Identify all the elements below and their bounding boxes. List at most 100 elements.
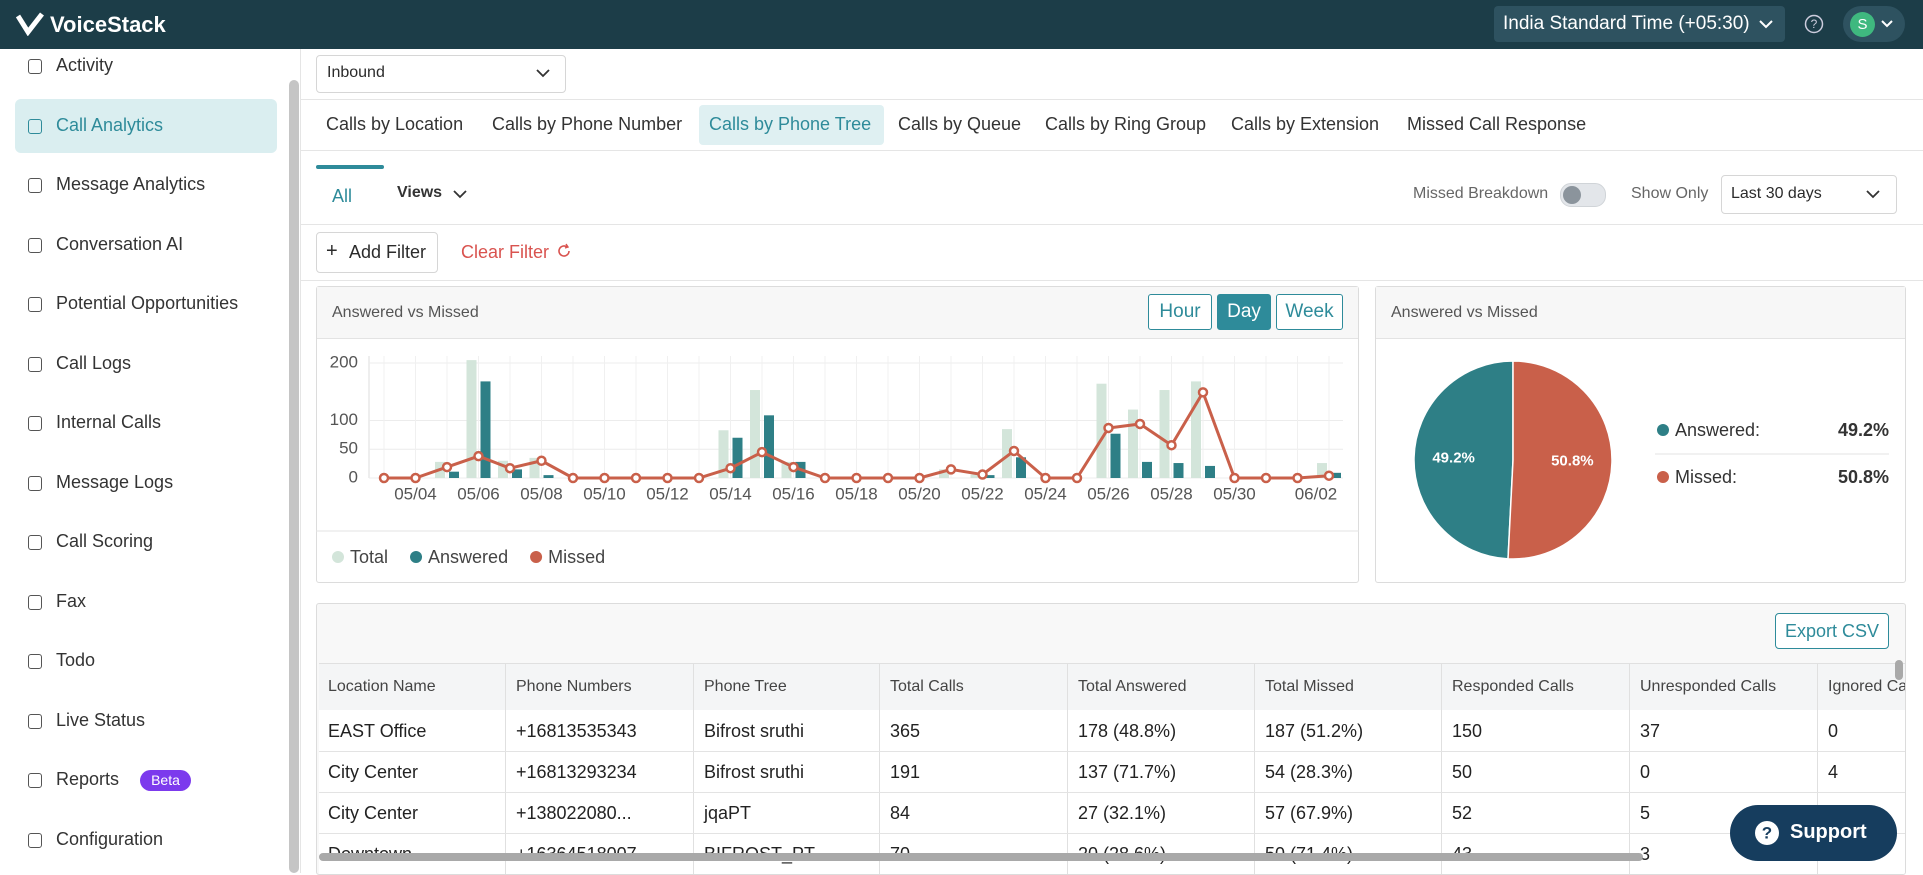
- table-cell: 27 (32.1%): [1078, 803, 1167, 823]
- table-cell: City Center: [328, 762, 419, 782]
- add-filter-button[interactable]: [316, 232, 438, 273]
- y-tick-label: 0: [349, 467, 358, 486]
- point: [1260, 472, 1272, 484]
- nav-item[interactable]: Internal Calls: [56, 412, 162, 432]
- divider: [300, 99, 1923, 100]
- bar: [1159, 390, 1170, 478]
- bar: [732, 437, 743, 478]
- pie-slice: [1507, 360, 1613, 560]
- point: [599, 472, 610, 484]
- tab[interactable]: Calls by Location: [326, 114, 464, 134]
- nav-item[interactable]: Call Scoring: [56, 531, 154, 551]
- bar: [1317, 463, 1327, 478]
- x-tick-label: 05/14: [709, 484, 752, 503]
- nav-item[interactable]: Fax: [56, 590, 87, 611]
- chevron: [453, 190, 467, 199]
- table-cell: 37: [1640, 721, 1661, 741]
- refresh-icon: [558, 243, 570, 257]
- legend-value: 50.8%: [1838, 467, 1889, 487]
- x-tick-label: 05/28: [1150, 484, 1193, 503]
- tab[interactable]: Calls by Extension: [1231, 114, 1380, 134]
- v-scrollbar: [1895, 660, 1903, 680]
- tab[interactable]: Calls by Queue: [898, 114, 1022, 134]
- avatar: S: [1850, 12, 1875, 37]
- nav-item[interactable]: Conversation AI: [56, 233, 184, 254]
- bar: [1128, 409, 1138, 478]
- help-icon[interactable]: ?: [1803, 13, 1825, 35]
- tab[interactable]: Calls by Ring Group: [1045, 114, 1207, 134]
- nav-item[interactable]: Configuration: [56, 828, 164, 849]
- point: [1323, 470, 1335, 481]
- nav-item[interactable]: Potential Opportunities: [56, 293, 239, 313]
- timezone: India Standard Time (+05:30): [1503, 13, 1750, 34]
- tab[interactable]: Calls by Phone Tree: [709, 114, 872, 134]
- nav-icon: [28, 297, 42, 312]
- pie-slice: [1413, 360, 1514, 560]
- nav-item[interactable]: Activity: [56, 55, 114, 75]
- bar: [1002, 429, 1012, 478]
- views-menu[interactable]: Views: [397, 184, 443, 201]
- legend-marker: [1657, 424, 1669, 436]
- point: [1229, 472, 1240, 484]
- active-item-bg: [15, 98, 277, 153]
- nav-item[interactable]: Call Logs: [56, 352, 132, 373]
- point: [788, 461, 799, 473]
- nav-icon: [28, 535, 42, 550]
- direction-select[interactable]: [316, 55, 566, 93]
- clear-filter[interactable]: Clear Filter: [461, 242, 550, 262]
- nav-item[interactable]: Message Logs: [56, 471, 174, 492]
- table-cell: EAST Office: [328, 721, 427, 741]
- table-cell: City Center: [328, 803, 419, 823]
- export-csv[interactable]: Export CSV: [1775, 613, 1889, 649]
- nav-item[interactable]: Live Status: [56, 709, 146, 730]
- y-tick-label: 200: [330, 352, 358, 371]
- x-tick-label: 05/20: [898, 484, 941, 503]
- point: [1103, 422, 1114, 434]
- bar: [1096, 383, 1107, 478]
- all-tab[interactable]: All: [332, 186, 353, 206]
- interval-button[interactable]: Day: [1217, 294, 1271, 330]
- point: [851, 472, 862, 484]
- x-tick-label: 06/02: [1295, 484, 1338, 503]
- row-divider: [319, 833, 1905, 834]
- legend-label: Missed:: [1675, 467, 1737, 487]
- divider: [300, 280, 1923, 281]
- tab[interactable]: Calls by Phone Number: [492, 114, 683, 134]
- toggle[interactable]: [1560, 183, 1606, 207]
- bar: [1205, 465, 1215, 478]
- nav-icon: [28, 118, 42, 134]
- beta-badge: Beta: [140, 770, 191, 791]
- chevron: [536, 69, 550, 78]
- interval-button[interactable]: Hour: [1148, 294, 1212, 330]
- tab[interactable]: Missed Call Response: [1407, 114, 1587, 134]
- bar: [1016, 457, 1026, 478]
- range-select[interactable]: [1721, 175, 1897, 214]
- legend-marker: [1657, 471, 1669, 483]
- nav-icon: [28, 356, 42, 372]
- add-filter: Add Filter: [349, 242, 427, 262]
- table-cell: 187 (51.2%): [1265, 721, 1364, 741]
- x-tick-label: 05/26: [1087, 484, 1130, 503]
- bar: [480, 381, 491, 478]
- point: [725, 462, 736, 474]
- nav-item[interactable]: Todo: [56, 650, 96, 670]
- nav-icon: [28, 594, 42, 610]
- sidebar: [0, 49, 301, 873]
- point: [441, 461, 453, 473]
- point: [378, 472, 390, 484]
- divider: [300, 150, 1923, 151]
- x-tick-label: 05/24: [1024, 484, 1067, 503]
- column-divider: [1817, 663, 1818, 874]
- timezone-select[interactable]: [1494, 6, 1785, 42]
- bar: [970, 474, 981, 478]
- point: [1292, 472, 1303, 484]
- legend-value: 49.2%: [1838, 420, 1889, 440]
- nav-item[interactable]: Reports: [56, 769, 120, 789]
- nav-item[interactable]: Message Analytics: [56, 174, 206, 194]
- point: [662, 472, 673, 484]
- nav-item[interactable]: Call Analytics: [56, 114, 164, 135]
- column-header: Total Missed: [1265, 678, 1354, 695]
- legend-marker: [410, 551, 423, 563]
- interval-button[interactable]: Week: [1276, 294, 1343, 330]
- column-divider: [1067, 663, 1068, 874]
